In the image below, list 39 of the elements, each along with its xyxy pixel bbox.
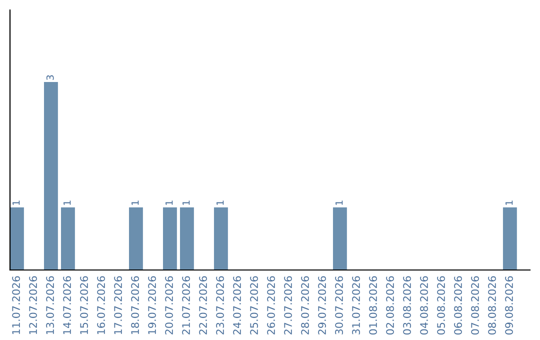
x-tick-label: 04.08.2026: [420, 276, 428, 335]
x-tick-label: 21.07.2026: [182, 276, 190, 334]
x-tick-label: 17.07.2026: [114, 276, 122, 334]
x-tick-label: 15.07.2026: [80, 276, 88, 334]
x-tick-label: 31.07.2026: [352, 276, 360, 334]
x-tick-label: 30.07.2026: [335, 276, 343, 334]
x-tick-label: 08.08.2026: [488, 276, 496, 335]
x-tick-label: 22.07.2026: [199, 276, 207, 334]
x-tick-label: 07.08.2026: [471, 276, 479, 335]
x-tick-label: 05.08.2026: [437, 276, 445, 335]
x-tick-label: 28.07.2026: [301, 276, 309, 334]
data-label: 1: [216, 200, 224, 205]
x-tick-label: 06.08.2026: [454, 276, 462, 335]
data-label: 1: [64, 200, 71, 205]
x-tick-label: 24.07.2026: [233, 276, 241, 334]
data-label: 1: [166, 200, 173, 205]
x-tick-label: 01.08.2026: [369, 276, 377, 335]
x-tick-label: 23.07.2026: [216, 276, 224, 334]
x-tick-label: 25.07.2026: [250, 276, 258, 334]
data-label: 1: [336, 200, 343, 205]
x-tick-label: 12.07.2026: [29, 276, 37, 334]
x-tick-label: 18.07.2026: [131, 276, 139, 334]
data-label: 1: [132, 200, 139, 205]
x-tick-label: 09.08.2026: [505, 276, 513, 335]
x-tick-label: 20.07.2026: [165, 276, 173, 334]
x-tick-label: 26.07.2026: [267, 276, 275, 334]
x-tick-label: 13.07.2026: [46, 276, 54, 334]
x-tick-label: 03.08.2026: [403, 276, 411, 335]
data-label: 1: [12, 200, 20, 205]
x-tick-label: 14.07.2026: [63, 276, 71, 334]
data-label: 1: [506, 200, 513, 205]
x-tick-label: 11.07.2026: [12, 276, 20, 334]
data-label: 1: [182, 200, 190, 205]
x-tick-label: 27.07.2026: [284, 276, 292, 334]
x-tick-label: 02.08.2026: [386, 276, 394, 335]
x-tick-label: 19.07.2026: [148, 276, 156, 334]
x-tick-label: 16.07.2026: [97, 276, 105, 334]
data-label: 3: [46, 75, 54, 80]
x-tick-label: 29.07.2026: [318, 276, 326, 334]
